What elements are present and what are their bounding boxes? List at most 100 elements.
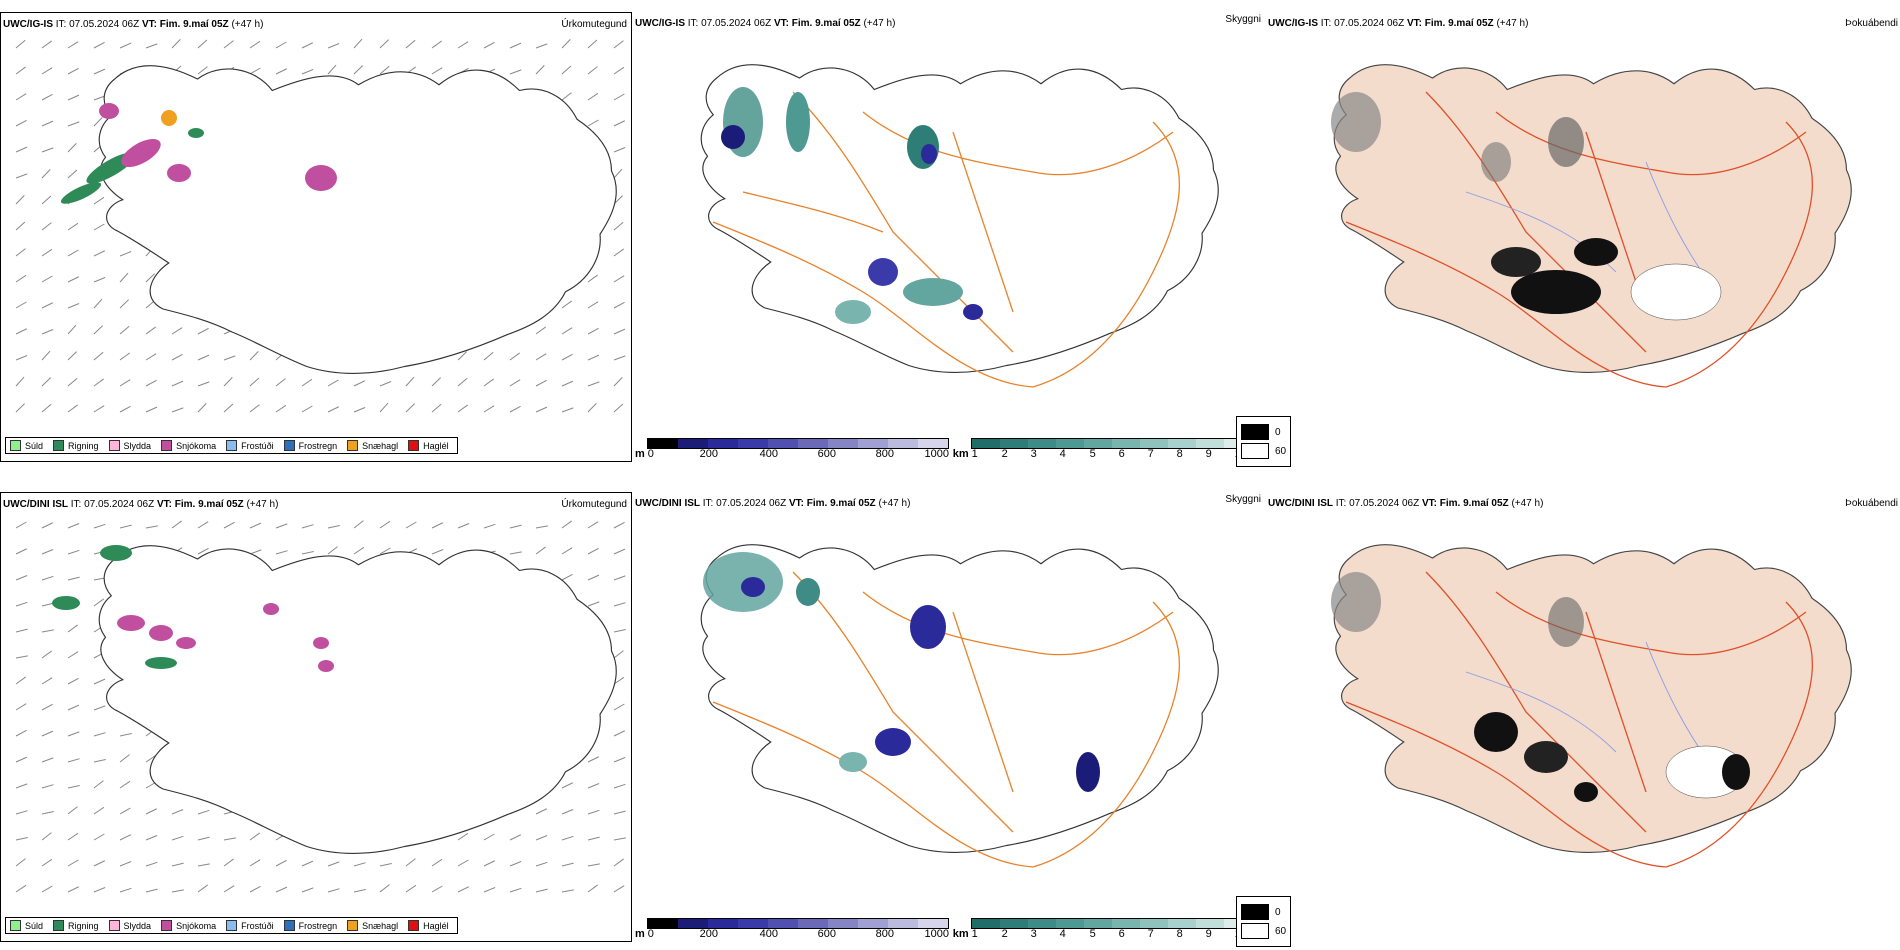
wind-barb [561,300,573,309]
wind-barb [41,403,52,413]
wind-barb [67,731,80,737]
wind-barb [327,406,340,413]
legend-item: Snæhagl [347,440,398,451]
wind-barb [587,521,599,529]
wind-barb [67,785,80,789]
wind-barb [67,651,79,659]
wind-barb [613,40,624,49]
wind-barb [249,522,262,529]
wind-barb [41,67,53,75]
wind-barb [67,276,80,283]
panel-type-label: Úrkomutegund [561,19,627,30]
wind-barb [41,93,53,101]
wind-barb [41,522,54,529]
wind-barb [587,327,599,335]
wind-barb [93,351,104,361]
wind-barb [145,861,158,867]
wind-barb [171,520,183,529]
wind-barb [171,353,183,361]
panel-title: UWC/IG-IS IT: 07.05.2024 06Z VT: Fim. 9.… [635,18,896,29]
wind-barb [379,863,392,867]
wind-barb [613,93,625,101]
wind-barb [93,523,106,529]
wind-barb [15,575,28,581]
wind-barb [405,521,417,529]
wind-barb [145,273,155,283]
wind-barb [93,41,105,49]
wind-barb [15,355,28,361]
wind-barb [15,729,27,737]
wind-barb [93,196,105,205]
low-visibility-areas [721,87,983,324]
wind-barb [613,650,624,659]
wind-barb [145,808,158,815]
wind-barb [145,406,158,413]
wind-barb [15,376,25,387]
wind-barb [509,551,522,555]
iceland-fog-map [1331,64,1852,388]
wind-barb [67,324,77,335]
wind-barb [41,248,53,257]
wind-barb [67,222,79,231]
wind-barb [613,147,626,153]
wind-barb [41,40,53,49]
wind-barb [613,602,626,607]
wind-barb [93,250,106,257]
wind-barb [457,351,467,361]
precip-areas [52,545,334,672]
wind-barb [41,757,54,763]
wind-barb [275,41,287,49]
wind-barb [327,861,340,867]
legend-item: Frostregn [283,440,337,451]
panel-type-label: Skyggni [1225,494,1261,505]
fog-panel-bottom: UWC/DINI ISL IT: 07.05.2024 06Z VT: Fim.… [1236,492,1900,947]
wind-barb [613,168,623,179]
elevation-colorbar: m 0 200 400 600 800 1000 km 1 2 3 [635,918,1278,940]
wind-barb [67,121,80,127]
wind-barb [93,68,106,75]
legend-item: Snjókoma [161,440,216,451]
wind-barb [249,549,262,555]
wind-barb [145,353,157,361]
precip-legend: Súld Rigning Slydda Snjókoma Frostúði Fr… [5,917,458,934]
wind-barb [457,832,469,841]
wind-barb [119,733,132,737]
wind-barb [15,93,27,101]
wind-barb [67,549,80,555]
wind-barb [15,403,25,413]
precip-areas [60,103,337,204]
wind-barb [145,379,157,387]
wind-barb [93,860,106,867]
wind-barb [613,403,624,413]
wind-barb [67,523,80,529]
wind-barb [431,377,441,387]
wind-barb [41,730,54,737]
wind-barb [41,169,51,179]
wind-barb [15,146,28,153]
legend-item: Frostúði [226,920,274,931]
wind-barb [561,782,574,789]
wind-barb [15,676,27,685]
wind-barb [535,546,547,555]
wind-barb [613,703,625,711]
wind-barb [483,887,496,893]
wind-barb [171,327,183,335]
wind-barb [171,809,184,815]
wind-barb [613,575,626,581]
wind-barb [119,405,131,413]
wind-barb [587,884,599,893]
wind-barb [41,784,54,789]
wind-barb [15,119,27,127]
wind-barb [431,522,444,529]
wind-barb [431,403,442,413]
wind-barb [509,887,522,893]
legend-item: Frostregn [283,920,337,931]
panel-type-label: Þokuábendi [1845,498,1898,509]
wind-barb [67,351,77,361]
wind-barb [301,69,314,75]
wind-barb [561,327,573,335]
wind-barb [535,888,548,893]
wind-barb [535,406,548,413]
wind-barb [119,807,131,815]
wind-barb [613,629,626,633]
